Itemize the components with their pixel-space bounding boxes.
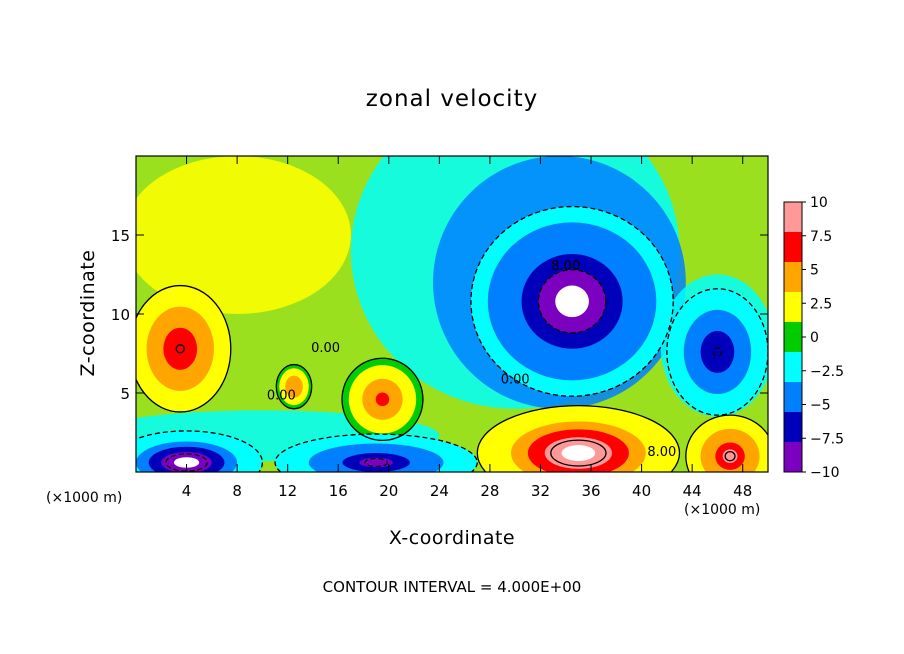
colorbar-tick-label: 5 xyxy=(810,263,819,279)
contour-label-group: 8.00 0.00 8.00 0.00 0.00 xyxy=(267,259,676,460)
upper-left-positive-region xyxy=(136,156,351,314)
feature-level-1-5 xyxy=(375,392,390,407)
contour-eight-8 xyxy=(364,457,389,468)
contour-eight-3 xyxy=(537,269,607,334)
feature-level-0-5 xyxy=(171,338,189,360)
feature-positive-2 xyxy=(276,364,312,409)
contour-eight-4 xyxy=(712,347,723,357)
contour-zero-2 xyxy=(275,363,313,410)
colorbar-segment xyxy=(784,382,802,413)
colorbar-segment xyxy=(784,322,802,353)
colorbar-segment xyxy=(784,292,802,323)
feature-level-5-5 xyxy=(561,445,596,461)
contour-lines xyxy=(136,205,768,472)
contour-label: 0.00 xyxy=(501,373,530,388)
colorbar-segment xyxy=(784,262,802,293)
x-axis-label: X-coordinate xyxy=(388,527,516,549)
feature-negative-8 xyxy=(275,434,478,472)
colorbar-segment xyxy=(784,352,802,383)
x-tick-label: 12 xyxy=(278,482,297,500)
colorbar-tick-label: 0 xyxy=(810,330,819,346)
contour-zero-1 xyxy=(341,357,424,442)
contour-label: 8.00 xyxy=(647,445,676,460)
colorbar: 10 7.5 5 2.5 0 −2.5 −5 −7.5 −10 xyxy=(783,195,844,481)
contour-zero-0 xyxy=(136,284,232,413)
colorbar-segment xyxy=(784,232,802,263)
y-tick-label: 10 xyxy=(111,306,130,324)
x-tick-label: 48 xyxy=(733,482,752,500)
feature-positive-5 xyxy=(477,405,680,472)
colorbar-segment xyxy=(784,202,802,233)
colorbar-tick-label: −7.5 xyxy=(810,431,844,447)
contour-eight-6 xyxy=(724,450,736,462)
colorbar-tick-label: −5 xyxy=(810,398,831,414)
colorbar-tick-label: 7.5 xyxy=(810,229,832,245)
x-tick-label: 24 xyxy=(430,482,449,500)
contour-zero-3 xyxy=(470,205,674,397)
y-tick-label: 15 xyxy=(111,227,130,245)
x-tick-label: 16 xyxy=(329,482,348,500)
contour-interval-note: CONTOUR INTERVAL = 4.000E+00 xyxy=(322,578,582,596)
x-tick-label: 8 xyxy=(232,482,242,500)
feature-negative-4 xyxy=(666,288,768,416)
x-tick-label: 36 xyxy=(581,482,600,500)
colorbar-tick-label: −2.5 xyxy=(810,364,844,380)
x-unit-label-left: (×1000 m) xyxy=(46,490,123,506)
feature-positive-1 xyxy=(342,358,423,441)
feature-level-3-5 xyxy=(555,285,589,318)
feature-positive-6 xyxy=(685,415,768,472)
contour-zero-8 xyxy=(274,433,478,472)
feature-level-7-5 xyxy=(173,457,200,468)
contour-label: 0.00 xyxy=(267,388,296,403)
feature-negative-3 xyxy=(470,206,674,397)
x-tick-label: 4 xyxy=(182,482,192,500)
colorbar-tick-label: 10 xyxy=(810,195,828,211)
x-tick-label: 28 xyxy=(480,482,499,500)
chart-title: zonal velocity xyxy=(365,86,539,112)
contour-eight-7 xyxy=(165,453,208,472)
contour-label: 0.00 xyxy=(311,341,340,356)
contour-zero-6 xyxy=(685,414,768,472)
contour-label: 8.00 xyxy=(551,259,580,274)
x-unit-label-right: (×1000 m) xyxy=(684,502,761,518)
contour-zero-7 xyxy=(136,430,264,472)
colorbar-segment xyxy=(784,412,802,443)
x-tick-label: 20 xyxy=(379,482,398,500)
contour-eight-5 xyxy=(550,439,607,467)
x-tick-label: 44 xyxy=(683,482,702,500)
feature-level-2-5 xyxy=(291,382,297,391)
colorbar-tick-label: 2.5 xyxy=(810,296,832,312)
feature-positive-0 xyxy=(136,285,231,412)
velocity-field xyxy=(136,156,768,472)
feature-level-4-5 xyxy=(709,341,726,363)
x-tick-label: 32 xyxy=(531,482,550,500)
colorbar-tick-label: −10 xyxy=(810,465,840,481)
contour-zero-5 xyxy=(476,405,681,472)
contour-zero-4 xyxy=(666,288,768,416)
y-axis-label: Z-coordinate xyxy=(77,249,99,377)
contour-eight-0 xyxy=(175,344,185,354)
y-tick-label: 5 xyxy=(120,385,130,403)
x-tick-label: 40 xyxy=(632,482,651,500)
colorbar-segment xyxy=(784,442,802,473)
